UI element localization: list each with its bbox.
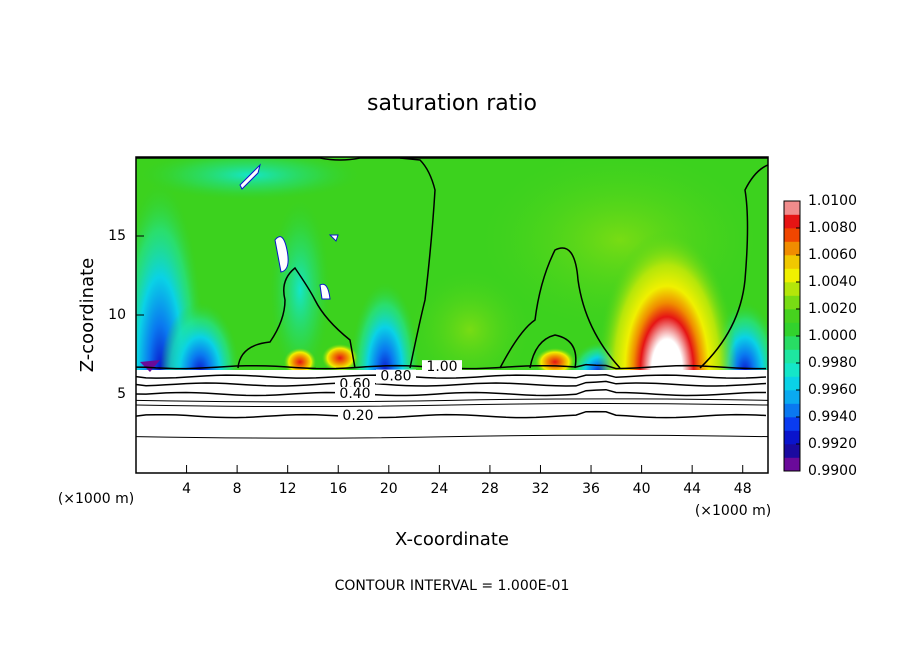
field — [136, 157, 768, 473]
x-tick-label: 40 — [633, 481, 651, 497]
x-unit-label: (×1000 m) — [58, 491, 134, 507]
colorbar-band — [784, 376, 800, 391]
colorbar-tick-label: 0.9900 — [808, 463, 857, 479]
contour-lines — [135, 363, 769, 439]
colorbar-tick-label: 1.0080 — [808, 220, 857, 236]
colorbar-band — [784, 201, 800, 215]
colorbar-band — [784, 255, 800, 269]
colorbar-tick-label: 0.9980 — [808, 355, 857, 371]
x-tick-label: 48 — [734, 481, 752, 497]
contour-line — [135, 380, 767, 387]
colorbar-band — [784, 228, 800, 242]
contour-line — [135, 388, 766, 397]
x-tick-label: 24 — [430, 481, 448, 497]
footer-note: CONTOUR INTERVAL = 1.000E-01 — [335, 578, 570, 594]
contour-line — [135, 403, 769, 408]
colorbar-band — [784, 268, 800, 283]
colorbar-band — [784, 241, 800, 256]
contour-label-bg — [376, 369, 416, 384]
x-tick-label: 32 — [532, 481, 550, 497]
x-tick-label: 16 — [329, 481, 347, 497]
contour-label-bg — [422, 360, 462, 375]
x-axis-label: X-coordinate — [395, 529, 509, 550]
colorbar-band — [784, 309, 800, 323]
y-tick-label: 15 — [108, 228, 126, 244]
x-tick-label: 4 — [182, 481, 191, 497]
colorbar-band — [784, 444, 800, 458]
y-tick-label: 10 — [108, 307, 126, 323]
colorbar-band — [784, 349, 800, 364]
contour-label-bg — [335, 387, 375, 401]
colorbar-band — [784, 295, 800, 310]
x-unit-label: (×1000 m) — [695, 503, 771, 519]
y-axis-label: Z-coordinate — [77, 258, 98, 373]
x-tick-label: 20 — [380, 481, 398, 497]
x-tick-label: 12 — [279, 481, 297, 497]
colorbar-band — [784, 214, 800, 229]
contour-line — [135, 434, 769, 439]
colorbar-tick-label: 1.0040 — [808, 274, 857, 290]
colorbar-band — [784, 403, 800, 418]
contour-line — [135, 374, 767, 379]
colorbar-tick-label: 0.9940 — [808, 409, 857, 425]
contour-outline — [136, 157, 768, 369]
colorbar-tick-label: 1.0000 — [808, 328, 857, 344]
contour-line — [135, 410, 767, 419]
colorbar-tick-label: 1.0100 — [808, 193, 857, 209]
contour-label-bg — [338, 409, 378, 424]
contour-label: 1.00 — [426, 359, 457, 375]
y-tick-label: 5 — [117, 386, 126, 402]
colorbar-band — [784, 322, 800, 337]
colorbar-band — [784, 282, 800, 296]
colorbar-band — [784, 363, 800, 377]
chart-title: saturation ratio — [367, 91, 537, 116]
x-tick-label: 8 — [233, 481, 242, 497]
x-tick-label: 44 — [683, 481, 701, 497]
contour-line — [135, 398, 769, 403]
contour-label: 0.20 — [342, 408, 373, 424]
x-tick-label: 36 — [582, 481, 600, 497]
colorbar-tick-label: 0.9960 — [808, 382, 857, 398]
colorbar-band — [784, 457, 800, 472]
colorbar-tick-label: 1.0020 — [808, 301, 857, 317]
colorbar-tick-label: 1.0060 — [808, 247, 857, 263]
colorbar-band — [784, 430, 800, 445]
colorbar-tick-label: 0.9920 — [808, 436, 857, 452]
contour-label: 0.80 — [380, 369, 411, 385]
x-tick-label: 28 — [481, 481, 499, 497]
colorbar-band — [784, 390, 800, 404]
contour-label: 0.40 — [339, 386, 370, 402]
colorbar-band — [784, 336, 800, 350]
colorbar-band — [784, 417, 800, 431]
